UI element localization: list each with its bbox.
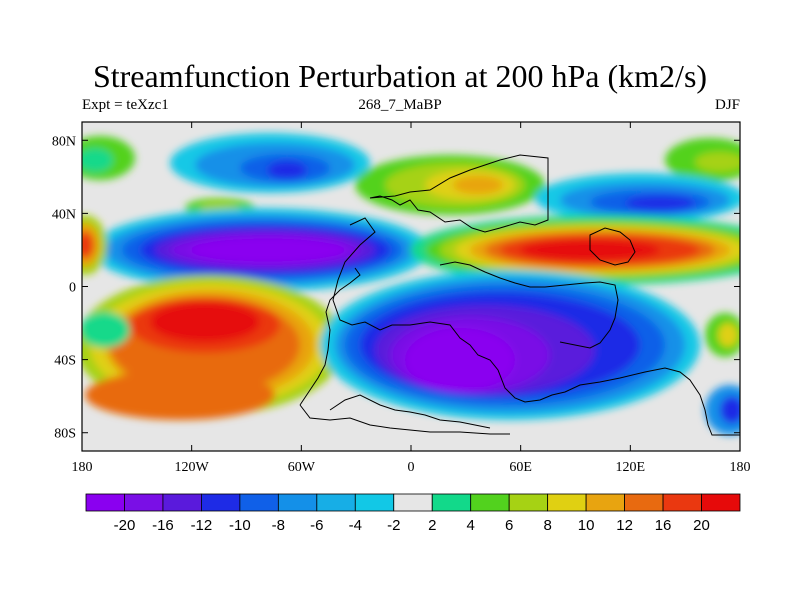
colorbar-label: -20 xyxy=(114,517,136,534)
colorbar-label: 12 xyxy=(616,517,633,534)
colorbar-swatch xyxy=(585,493,625,512)
x-tick-label: 60E xyxy=(509,460,532,475)
colorbar-swatch xyxy=(85,493,125,512)
x-tick-label: 60W xyxy=(288,460,316,475)
case-label: 268_7_MaBP xyxy=(358,97,442,113)
colorbar-swatch xyxy=(470,493,510,512)
colorbar: -20 -16 -12 -10 -8 -6 -4 -2 2 4 6 8 10 12 16 20 xyxy=(85,493,741,534)
colorbar-label: 8 xyxy=(543,517,551,534)
colorbar-swatch xyxy=(508,493,549,512)
colorbar-label: 6 xyxy=(505,517,513,534)
y-tick-label: 0 xyxy=(69,281,76,296)
colorbar-swatch xyxy=(316,493,356,512)
colorbar-label: 4 xyxy=(467,517,475,534)
colorbar-label: -4 xyxy=(349,517,362,534)
colorbar-swatch xyxy=(431,493,472,512)
y-tick-label: 80N xyxy=(52,134,76,149)
y-tick-label: 40S xyxy=(54,354,76,369)
map-axes: 180 120W 60W 0 60E 120E 180 80N 40N 0 40S 80S xyxy=(52,122,751,475)
x-tick-label: 180 xyxy=(730,460,751,475)
season-label: DJF xyxy=(714,97,740,113)
colorbar-swatch xyxy=(162,493,202,512)
colorbar-label: 16 xyxy=(655,517,672,534)
colorbar-swatch xyxy=(624,493,664,512)
x-tick-label: 0 xyxy=(408,460,415,475)
colorbar-label: 10 xyxy=(578,517,595,534)
x-tick-label: 120E xyxy=(616,460,646,475)
colorbar-swatch xyxy=(662,493,702,512)
colorbar-label: -12 xyxy=(191,517,213,534)
colorbar-label: 20 xyxy=(693,517,710,534)
colorbar-label: -6 xyxy=(310,517,323,534)
x-tick-label: 120W xyxy=(175,460,210,475)
colorbar-label: -10 xyxy=(229,517,251,534)
colorbar-swatch xyxy=(354,493,395,512)
y-tick-label: 40N xyxy=(52,207,76,222)
colorbar-swatch xyxy=(277,493,318,512)
colorbar-swatch xyxy=(393,493,433,512)
colorbar-swatch xyxy=(547,493,587,512)
colorbar-label: -8 xyxy=(272,517,285,534)
colorbar-swatch xyxy=(701,493,741,512)
y-tick-label: 80S xyxy=(54,427,76,442)
coastlines xyxy=(299,154,740,436)
experiment-label: Expt = teXzc1 xyxy=(82,97,169,113)
colorbar-swatch xyxy=(239,493,279,512)
colorbar-label: -16 xyxy=(152,517,174,534)
colorbar-label: 2 xyxy=(428,517,436,534)
colorbar-swatch xyxy=(201,493,241,512)
x-tick-label: 180 xyxy=(72,460,93,475)
colorbar-label: -2 xyxy=(387,517,400,534)
contour-field xyxy=(82,122,740,451)
plot-title: Streamfunction Perturbation at 200 hPa (… xyxy=(92,58,708,94)
colorbar-swatch xyxy=(124,493,164,512)
